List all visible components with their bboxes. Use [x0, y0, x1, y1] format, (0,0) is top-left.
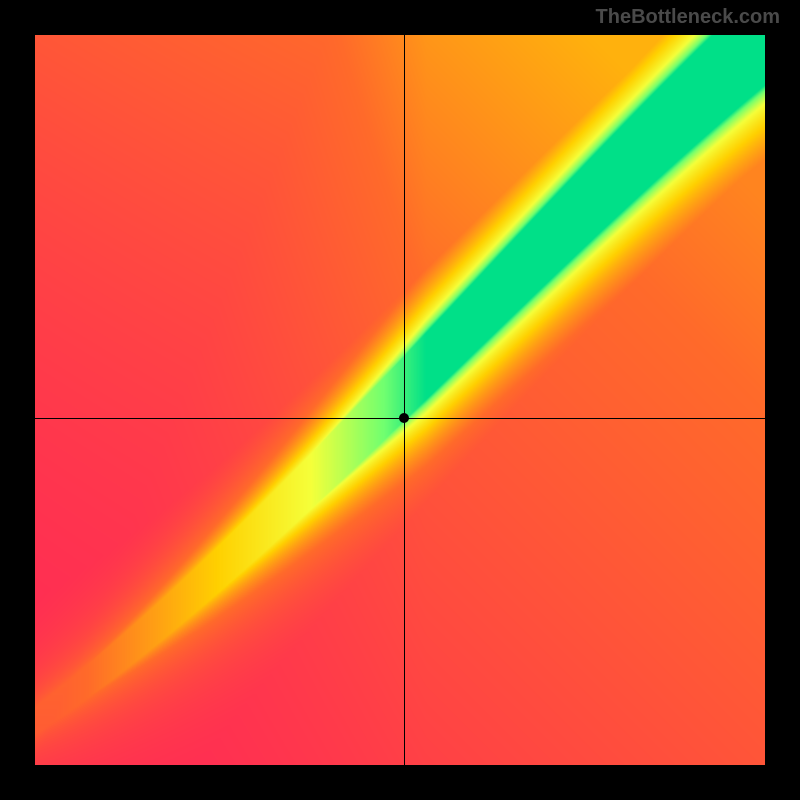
- crosshair-vertical: [404, 35, 405, 765]
- selection-marker-dot: [399, 413, 409, 423]
- heatmap-canvas: [35, 35, 765, 765]
- watermark-text: TheBottleneck.com: [596, 6, 780, 29]
- bottleneck-heatmap: [35, 35, 765, 765]
